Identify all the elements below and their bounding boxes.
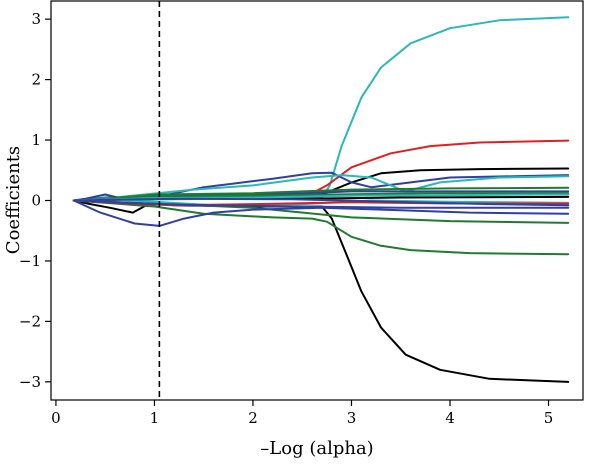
series-layer <box>72 16 570 383</box>
x-tick-label: 1 <box>150 409 160 427</box>
coefficient-path-16 <box>72 192 570 202</box>
x-tick-label: 5 <box>544 409 554 427</box>
x-tick-label: 0 <box>51 409 61 427</box>
y-axis-title: Coefficients <box>3 146 24 254</box>
coefficient-path-7 <box>72 199 570 227</box>
y-tick-label: 0 <box>31 192 41 210</box>
y-tick-label: 2 <box>31 71 41 89</box>
x-axis-title: –Log (alpha) <box>260 438 373 459</box>
y-tick-label: −2 <box>19 312 41 330</box>
y-tick-label: −3 <box>19 373 41 391</box>
x-tick-label: 2 <box>248 409 258 427</box>
coefficient-path-14 <box>72 199 570 209</box>
x-tick-label: 3 <box>347 409 357 427</box>
y-axis-ticks: −3 −2 −1 0 1 2 3 <box>19 10 51 391</box>
coefficient-path-18 <box>72 197 570 207</box>
coefficient-path-3 <box>72 199 570 383</box>
y-tick-label: 1 <box>31 131 41 149</box>
coefficient-path-5 <box>72 199 570 256</box>
y-tick-label: 3 <box>31 10 41 28</box>
x-axis-ticks: 0 1 2 3 4 5 <box>51 400 553 427</box>
x-tick-label: 4 <box>445 409 455 427</box>
y-tick-label: −1 <box>19 252 41 270</box>
